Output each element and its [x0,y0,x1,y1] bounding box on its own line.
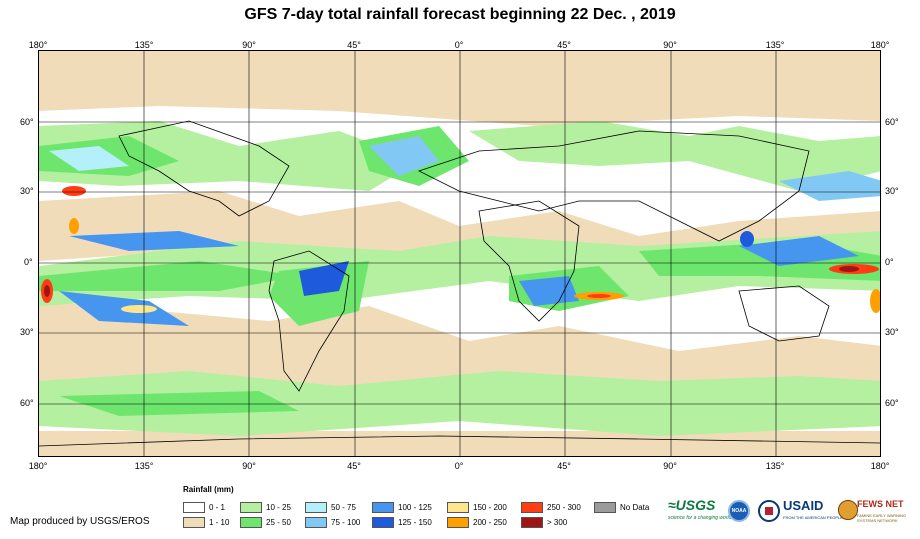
lat-label: 30° [20,186,34,196]
legend-title: Rainfall (mm) [183,485,234,494]
legend-swatch [240,502,262,513]
usaid-logo[interactable]: USAID [783,498,824,513]
lon-label: 135° [134,40,154,50]
legend-item: 200 - 250 [447,517,507,528]
fews-globe-icon [838,500,858,520]
usaid-tagline: FROM THE AMERICAN PEOPLE [783,515,843,520]
legend-item: > 300 [521,517,567,528]
graticule [39,51,880,456]
lon-label: 45° [347,40,361,50]
legend-item: 50 - 75 [305,502,356,513]
legend-swatch [240,517,262,528]
usaid-seal-icon [758,500,780,522]
legend-item: 250 - 300 [521,502,581,513]
lat-label: 60° [885,398,899,408]
lat-label: 0° [885,257,894,267]
legend-swatch [305,517,327,528]
noaa-logo[interactable]: NOAA [728,500,750,522]
lon-label: 180° [870,40,890,50]
lon-label: 180° [28,461,48,471]
legend-item: 1 - 10 [183,517,229,528]
lon-label: 45° [557,40,571,50]
lon-label: 90° [663,461,677,471]
usgs-tagline: science for a changing world [668,515,732,521]
lon-label: 45° [347,461,361,471]
fews-net-tagline: FAMINE EARLY WARNING SYSTEMS NETWORK [857,513,907,523]
lon-label: 135° [765,40,785,50]
coastlines [39,120,880,447]
legend-swatch [447,502,469,513]
legend-item: 75 - 100 [305,517,360,528]
legend-swatch [372,502,394,513]
legend-swatch [521,502,543,513]
lon-label: 135° [765,461,785,471]
legend-swatch [305,502,327,513]
map-canvas [39,51,880,456]
legend-swatch [372,517,394,528]
legend-item: No Data [594,502,649,513]
legend-item: 0 - 1 [183,502,225,513]
lat-label: 30° [20,327,34,337]
lat-label: 60° [20,398,34,408]
legend-swatch [447,517,469,528]
legend-item: 100 - 125 [372,502,432,513]
lon-label: 0° [454,40,464,50]
legend-item: 150 - 200 [447,502,507,513]
lon-label: 90° [242,461,256,471]
map-title: GFS 7-day total rainfall forecast beginn… [244,6,676,23]
lat-label: 30° [885,186,899,196]
usgs-logo[interactable]: ≈USGS [668,497,716,513]
legend-swatch [183,502,205,513]
lon-label: 135° [134,461,154,471]
legend-swatch [521,517,543,528]
lon-label: 90° [242,40,256,50]
fews-net-logo[interactable]: FEWS NET [857,499,904,509]
legend-item: 25 - 50 [240,517,291,528]
rain-heavy-layer [41,186,880,313]
legend-item: 10 - 25 [240,502,291,513]
lon-label: 180° [870,461,890,471]
lon-label: 0° [454,461,464,471]
lat-label: 60° [885,117,899,127]
lat-label: 60° [20,117,34,127]
lon-label: 45° [557,461,571,471]
legend-swatch [183,517,205,528]
lon-label: 180° [28,40,48,50]
legend-item: 125 - 150 [372,517,432,528]
rainfall-map[interactable] [38,50,881,457]
lon-label: 90° [663,40,677,50]
credit-text: Map produced by USGS/EROS [10,516,150,527]
lat-label: 0° [24,257,33,267]
legend-swatch [594,502,616,513]
lat-label: 30° [885,327,899,337]
